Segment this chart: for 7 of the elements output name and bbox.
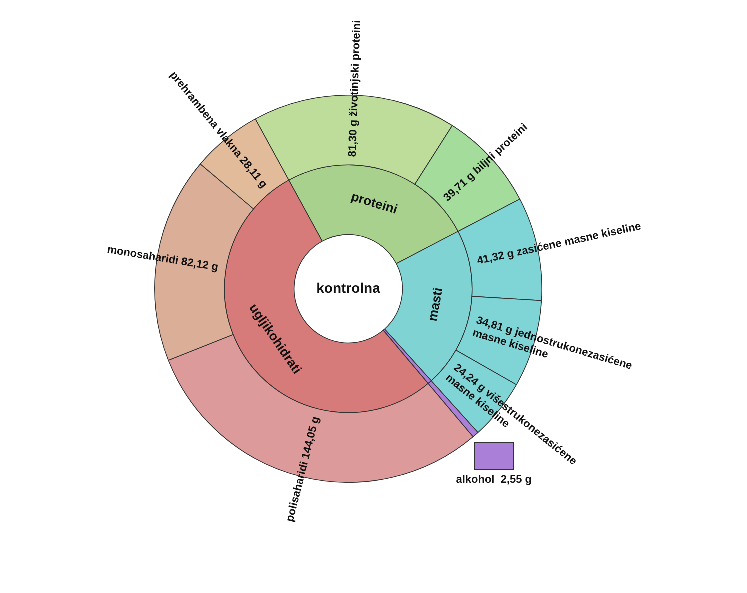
category-label: alkohol 2,55 g	[456, 474, 532, 486]
category-label: monosaharidi 82,12 g	[106, 244, 220, 274]
text: kontrolna	[316, 280, 381, 296]
slice-label: proteini	[350, 188, 400, 217]
slice-label: masti	[424, 286, 446, 323]
text: 41,32 g zasićene masne kiseline	[476, 220, 642, 268]
text: 81,30 g životinjski proteini	[346, 20, 364, 158]
